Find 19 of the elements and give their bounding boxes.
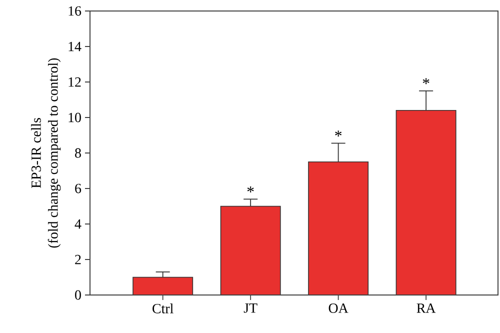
y-tick-label: 8 xyxy=(75,148,81,158)
y-tick-label: 10 xyxy=(68,112,81,122)
x-tick-label: RA xyxy=(416,304,436,313)
x-tick-label: JT xyxy=(244,304,258,313)
annotation: * xyxy=(247,186,254,192)
text: (fold change compared to control) xyxy=(48,58,61,248)
x-tick-label: Ctrl xyxy=(152,304,174,314)
text: EP3-IR cells xyxy=(31,118,41,188)
y-tick-label: 12 xyxy=(68,77,81,87)
annotation: * xyxy=(422,78,430,84)
y-tick-label: 16 xyxy=(68,6,82,16)
bar xyxy=(132,276,194,296)
y-tick-label: 14 xyxy=(68,42,82,52)
y-tick-label: 2 xyxy=(75,254,81,264)
x-tick-label: OA xyxy=(328,304,348,313)
y-tick-label: 4 xyxy=(74,219,82,229)
annotation: * xyxy=(335,130,342,136)
y-tick-label: 6 xyxy=(75,184,82,194)
y-tick-label: 0 xyxy=(75,290,81,300)
